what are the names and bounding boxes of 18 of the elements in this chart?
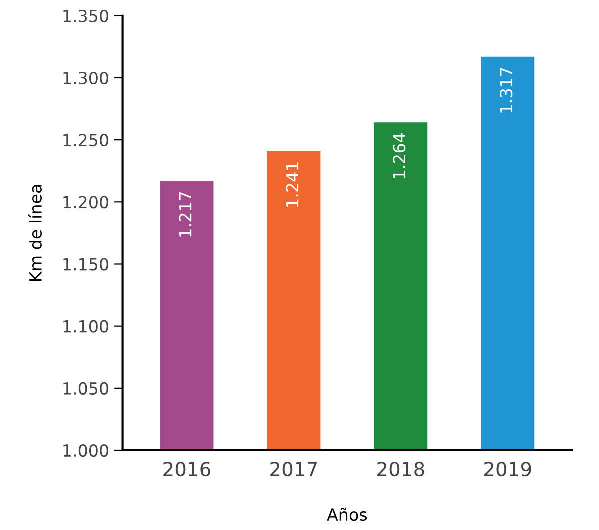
x-axis-title: Años — [327, 508, 368, 522]
x-tick-label: 2017 — [270, 462, 318, 477]
y-tick-label: 1.150 — [64, 258, 108, 271]
y-tick-label: 1.000 — [64, 444, 108, 458]
x-tick-label: 2019 — [484, 462, 532, 477]
y-axis-title: Km de línea — [28, 185, 42, 282]
y-tick-label: 1.250 — [64, 134, 108, 147]
x-tick-label: 2018 — [378, 462, 424, 477]
y-tick-label: 1.350 — [64, 10, 108, 22]
data-label: 1.317 — [500, 68, 513, 113]
y-tick-label: 1.050 — [64, 382, 108, 395]
y-tick-label: 1.300 — [64, 72, 108, 85]
x-tick-label: 2016 — [164, 462, 210, 477]
y-tick-label: 1.100 — [64, 320, 108, 333]
data-label: 1.264 — [393, 134, 406, 179]
y-tick-label: 1.200 — [64, 196, 108, 209]
data-label: 1.241 — [286, 162, 299, 208]
data-label: 1.217 — [179, 192, 192, 237]
